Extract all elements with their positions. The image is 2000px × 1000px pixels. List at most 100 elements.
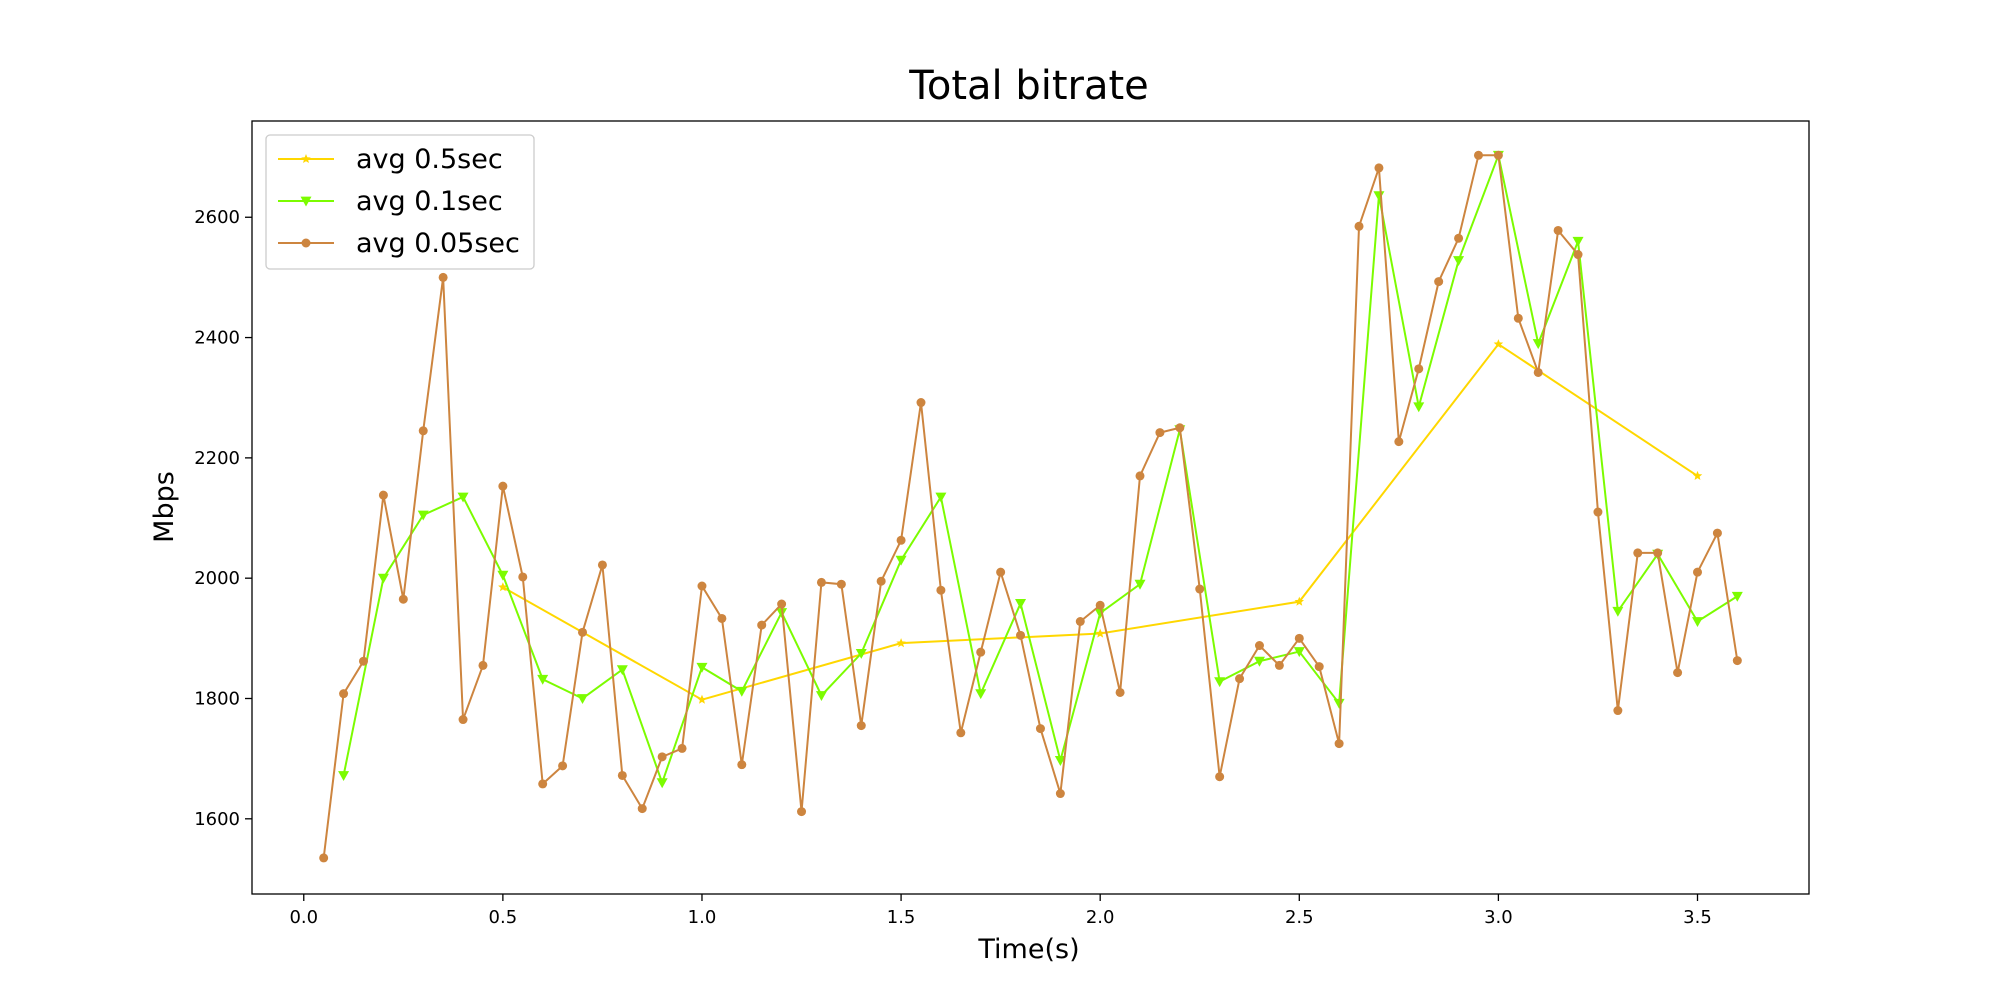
series-2-point	[1135, 471, 1145, 481]
series-2-point	[1593, 507, 1603, 517]
series-2-point	[996, 567, 1006, 577]
y-tick-label: 1600	[194, 809, 240, 830]
series-layer	[319, 150, 1743, 863]
series-2-point	[757, 620, 767, 630]
legend-marker-0	[301, 154, 311, 164]
series-2-point	[697, 581, 707, 591]
series-1-point	[696, 662, 708, 673]
y-tick-label: 2400	[194, 328, 240, 349]
series-2-point	[1732, 656, 1742, 666]
series-2-point	[737, 760, 747, 770]
series-2-point	[1254, 641, 1264, 651]
series-2-point	[319, 853, 329, 863]
series-2-point	[1334, 739, 1344, 749]
series-1-point	[1612, 606, 1624, 617]
series-2-point	[1095, 600, 1105, 610]
series-2-point	[657, 752, 667, 762]
series-1	[338, 150, 1743, 789]
series-1-point	[1453, 256, 1465, 267]
series-1-point	[895, 555, 907, 566]
series-2	[319, 150, 1742, 863]
series-2-point	[578, 627, 588, 637]
series-2-point	[1035, 724, 1045, 734]
x-tick-label: 0.0	[289, 907, 318, 928]
series-1-point	[537, 674, 549, 685]
series-2-point	[777, 599, 787, 609]
series-2-point	[836, 579, 846, 589]
series-1-point	[1253, 656, 1265, 667]
series-0-point	[1095, 628, 1105, 638]
series-2-point	[358, 656, 368, 666]
series-2-point	[1274, 660, 1284, 670]
series-2-point	[1016, 630, 1026, 640]
y-tick-label: 1800	[194, 688, 240, 709]
series-1-point	[1532, 339, 1544, 350]
series-0-point	[1294, 596, 1305, 606]
series-2-point	[916, 398, 926, 408]
series-1-point	[616, 665, 628, 676]
series-2-point	[856, 721, 866, 731]
x-tick-label: 1.5	[887, 907, 916, 928]
series-2-point	[1175, 423, 1185, 433]
x-axis-label: Time(s)	[977, 934, 1079, 965]
series-1-point	[855, 648, 867, 659]
series-2-point	[876, 576, 886, 586]
series-2-point	[418, 426, 428, 436]
series-2-point	[1215, 772, 1225, 782]
series-2-point	[896, 535, 906, 545]
x-tick-label: 2.5	[1285, 907, 1314, 928]
series-1-point	[377, 573, 389, 584]
series-0	[498, 339, 1703, 704]
series-2-point	[478, 660, 488, 670]
series-0-point	[1692, 470, 1703, 480]
series-0-point	[498, 582, 508, 592]
series-1-point	[1333, 698, 1345, 709]
series-2-point	[558, 761, 568, 771]
series-1-point	[1015, 599, 1027, 609]
series-1-point	[1293, 647, 1305, 658]
series-2-point	[1155, 428, 1165, 438]
series-2-point	[956, 728, 966, 738]
legend-marker-1	[300, 196, 312, 207]
series-0-point	[1493, 339, 1504, 349]
series-2-point	[976, 647, 986, 657]
series-2-point	[1374, 163, 1384, 173]
x-tick-label: 2.0	[1086, 907, 1115, 928]
series-2-point	[1573, 250, 1583, 260]
series-2-point	[936, 585, 946, 595]
series-1-point	[815, 691, 827, 701]
series-1-point	[1692, 617, 1704, 627]
series-1-point	[1214, 677, 1226, 688]
legend-label-2: avg 0.05sec	[356, 228, 520, 259]
series-1-point	[1731, 591, 1743, 602]
series-2-point	[1235, 674, 1245, 684]
y-tick-label: 2600	[194, 207, 240, 228]
series-2-point	[1693, 567, 1703, 577]
series-2-point	[1533, 367, 1543, 377]
x-axis: 0.0 0.5 1.0 1.5 2.0 2.5 3.0 3.5	[289, 894, 1712, 928]
series-2-point	[1055, 789, 1065, 799]
series-2-point	[378, 490, 388, 500]
series-2-point	[398, 594, 408, 604]
series-2-point	[677, 743, 687, 753]
series-1-point	[935, 492, 947, 503]
series-1-point	[1054, 756, 1066, 766]
series-1-point	[1572, 236, 1584, 247]
legend-box	[265, 134, 535, 270]
x-tick-label: 3.0	[1484, 907, 1513, 928]
series-2-point	[717, 613, 727, 623]
series-2-point	[538, 779, 548, 789]
x-tick-label: 1.0	[688, 907, 717, 928]
series-2-point	[1294, 633, 1304, 643]
legend-marker-2	[301, 238, 311, 248]
series-2-point	[1075, 616, 1085, 626]
series-2-point	[816, 577, 826, 587]
series-2-point	[637, 804, 647, 814]
series-2-point	[1473, 150, 1483, 160]
series-1-point	[975, 689, 987, 700]
series-1-point	[497, 570, 509, 581]
legend-label-1: avg 0.1sec	[356, 186, 503, 217]
series-2-point	[438, 272, 448, 282]
series-1-point	[577, 694, 589, 704]
series-2-point	[1633, 548, 1643, 558]
